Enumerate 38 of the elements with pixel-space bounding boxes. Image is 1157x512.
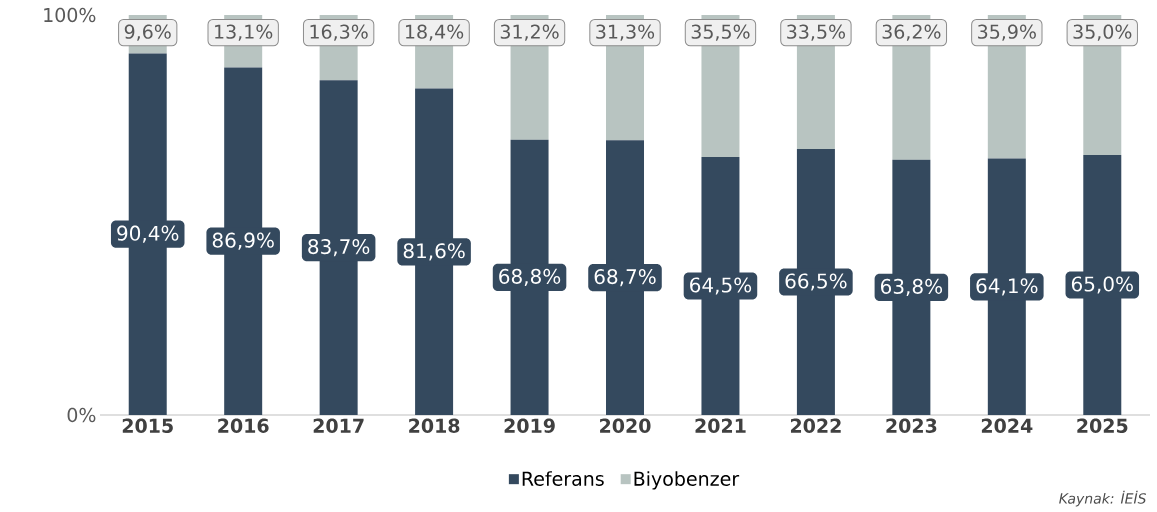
- x-tick-label: 2016: [218, 418, 269, 433]
- data-label: 86,9%: [212, 232, 274, 250]
- x-tick-label: 2019: [504, 418, 555, 433]
- text: Kaynak: İEİS: [1059, 490, 1147, 507]
- data-label: 35,0%: [1073, 24, 1132, 41]
- data-label: 33,5%: [787, 24, 846, 41]
- data-label: 64,1%: [976, 278, 1038, 296]
- x-tick-label: 2017: [313, 418, 364, 433]
- data-label: 35,9%: [978, 24, 1036, 41]
- legend-label: Biyobenzer: [634, 471, 740, 490]
- y-tick-label: 100%: [44, 7, 96, 23]
- data-label: 65,0%: [1071, 276, 1133, 294]
- legend-label: Referans: [522, 471, 604, 486]
- data-label: 31,3%: [596, 24, 655, 41]
- x-tick-label: 2025: [1077, 418, 1128, 433]
- data-label: 31,2%: [500, 24, 559, 41]
- data-label: 64,5%: [690, 277, 752, 295]
- data-label: 36,2%: [882, 24, 941, 41]
- data-label: 9,6%: [124, 24, 171, 41]
- x-tick-label: 2024: [981, 418, 1033, 433]
- data-label: 83,7%: [308, 239, 370, 257]
- x-tick-label: 2023: [886, 418, 937, 433]
- data-label: 68,8%: [499, 268, 561, 286]
- data-label: 16,3%: [310, 24, 368, 41]
- x-tick-label: 2015: [122, 418, 173, 433]
- x-tick-label: 2020: [600, 418, 651, 433]
- data-label: 81,6%: [403, 243, 465, 261]
- data-label: 68,7%: [594, 269, 656, 287]
- x-tick-label: 2022: [790, 418, 841, 433]
- x-tick-label: 2018: [409, 418, 460, 433]
- data-label: 35,5%: [691, 24, 750, 41]
- x-tick-label: 2021: [695, 418, 746, 433]
- data-label: 63,8%: [881, 278, 943, 296]
- data-label: 66,5%: [785, 273, 847, 291]
- data-label: 18,4%: [406, 24, 464, 41]
- y-tick-label: 0%: [67, 407, 96, 423]
- data-label: 90,4%: [117, 225, 179, 243]
- data-label: 13,1%: [215, 24, 273, 41]
